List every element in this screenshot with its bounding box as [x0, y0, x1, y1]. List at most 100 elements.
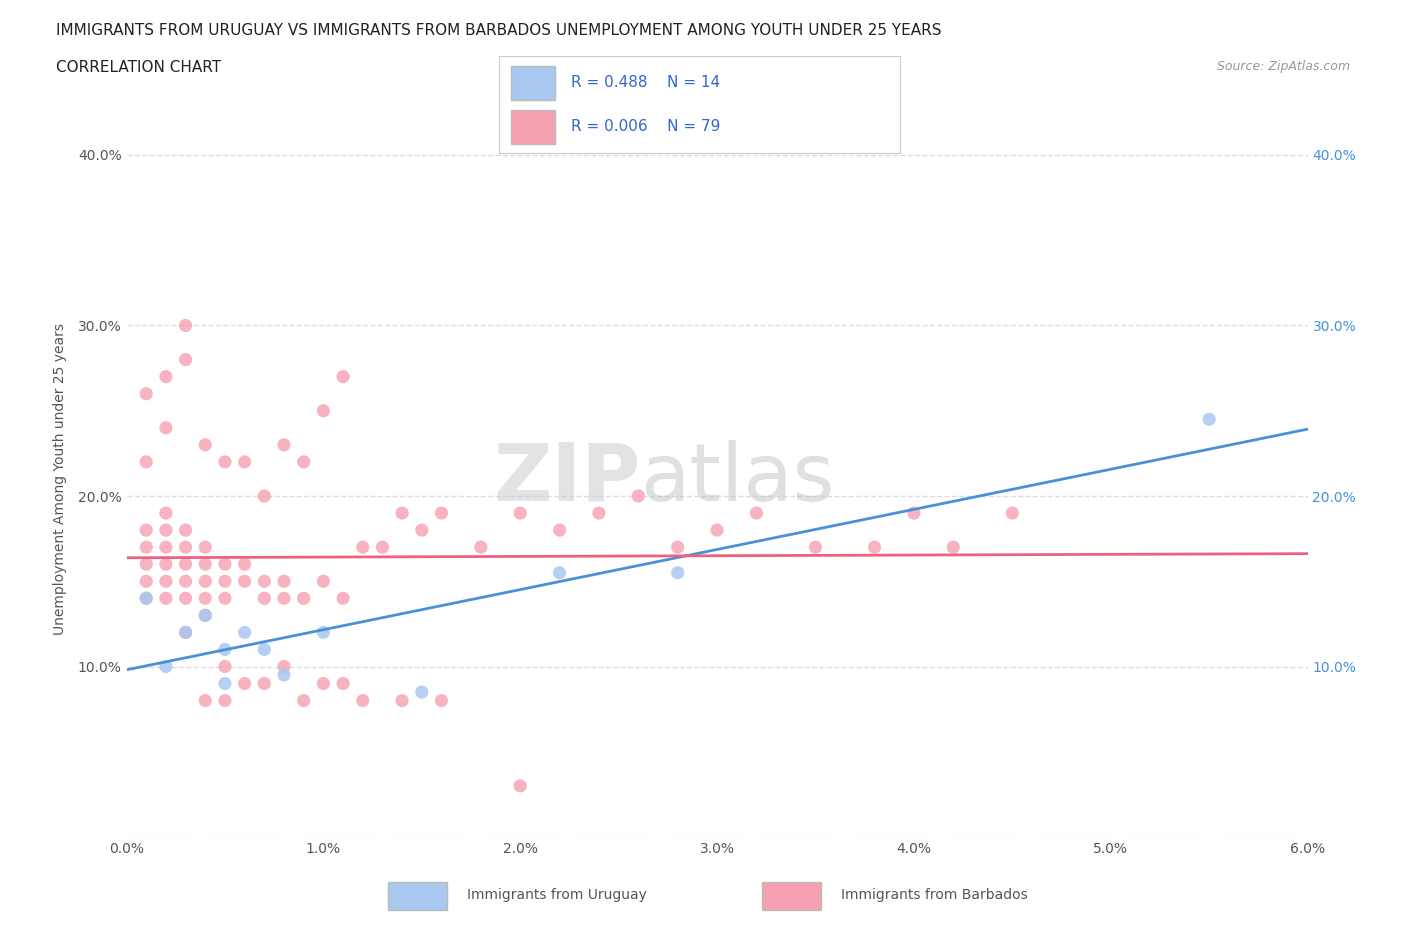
Point	[627, 488, 650, 503]
Text: atlas: atlas	[640, 440, 835, 518]
Point	[174, 539, 197, 554]
Point	[863, 539, 886, 554]
Point	[155, 369, 177, 384]
FancyBboxPatch shape	[512, 66, 555, 100]
Point	[155, 557, 177, 572]
Point	[174, 557, 197, 572]
Point	[430, 506, 453, 521]
Point	[292, 591, 315, 605]
Point	[194, 608, 217, 623]
Point	[214, 557, 236, 572]
Point	[174, 523, 197, 538]
Text: Immigrants from Uruguay: Immigrants from Uruguay	[467, 888, 647, 902]
Point	[174, 625, 197, 640]
Point	[411, 684, 433, 699]
Point	[155, 420, 177, 435]
FancyBboxPatch shape	[512, 110, 555, 144]
Point	[135, 386, 157, 401]
Point	[253, 676, 276, 691]
Point	[194, 574, 217, 589]
Point	[194, 557, 217, 572]
Point	[509, 506, 531, 521]
Point	[214, 642, 236, 657]
Point	[194, 539, 217, 554]
Point	[174, 625, 197, 640]
Point	[312, 574, 335, 589]
Point	[135, 523, 157, 538]
Point	[1001, 506, 1024, 521]
Point	[194, 437, 217, 452]
Point	[214, 693, 236, 708]
Point	[273, 591, 295, 605]
Text: IMMIGRANTS FROM URUGUAY VS IMMIGRANTS FROM BARBADOS UNEMPLOYMENT AMONG YOUTH UND: IMMIGRANTS FROM URUGUAY VS IMMIGRANTS FR…	[56, 23, 942, 38]
Point	[214, 574, 236, 589]
Point	[509, 778, 531, 793]
Point	[312, 625, 335, 640]
Text: Immigrants from Barbados: Immigrants from Barbados	[841, 888, 1028, 902]
Point	[332, 676, 354, 691]
Point	[155, 574, 177, 589]
Point	[588, 506, 610, 521]
Point	[155, 523, 177, 538]
Point	[273, 659, 295, 674]
Point	[174, 318, 197, 333]
Point	[666, 539, 689, 554]
FancyBboxPatch shape	[762, 883, 821, 910]
Point	[233, 557, 256, 572]
Point	[253, 574, 276, 589]
Point	[273, 574, 295, 589]
Point	[194, 608, 217, 623]
Point	[233, 625, 256, 640]
Point	[155, 659, 177, 674]
Point	[214, 455, 236, 470]
Point	[233, 574, 256, 589]
Point	[548, 523, 571, 538]
Point	[706, 523, 728, 538]
Point	[371, 539, 394, 554]
Point	[135, 591, 157, 605]
Point	[352, 539, 374, 554]
Point	[411, 523, 433, 538]
Point	[332, 591, 354, 605]
Point	[174, 574, 197, 589]
Point	[430, 693, 453, 708]
Text: ZIP: ZIP	[494, 440, 640, 518]
Y-axis label: Unemployment Among Youth under 25 years: Unemployment Among Youth under 25 years	[52, 323, 66, 635]
Point	[273, 668, 295, 683]
Point	[745, 506, 768, 521]
Point	[666, 565, 689, 580]
Point	[135, 557, 157, 572]
Point	[1198, 412, 1220, 427]
Point	[903, 506, 925, 521]
Point	[312, 404, 335, 418]
Point	[194, 591, 217, 605]
Point	[174, 352, 197, 367]
Point	[548, 565, 571, 580]
Point	[253, 642, 276, 657]
Point	[253, 488, 276, 503]
Text: R = 0.006    N = 79: R = 0.006 N = 79	[571, 119, 721, 134]
Point	[292, 455, 315, 470]
Point	[155, 506, 177, 521]
Point	[194, 693, 217, 708]
Point	[135, 455, 157, 470]
Text: CORRELATION CHART: CORRELATION CHART	[56, 60, 221, 75]
Point	[233, 676, 256, 691]
Point	[352, 693, 374, 708]
Point	[135, 539, 157, 554]
Point	[214, 676, 236, 691]
Point	[391, 506, 413, 521]
Point	[135, 591, 157, 605]
Point	[233, 455, 256, 470]
Text: R = 0.488    N = 14: R = 0.488 N = 14	[571, 75, 720, 90]
Point	[135, 574, 157, 589]
Point	[273, 437, 295, 452]
Point	[214, 591, 236, 605]
Point	[292, 693, 315, 708]
FancyBboxPatch shape	[388, 883, 447, 910]
Point	[332, 369, 354, 384]
Point	[804, 539, 827, 554]
Point	[391, 693, 413, 708]
Point	[155, 591, 177, 605]
Point	[155, 539, 177, 554]
